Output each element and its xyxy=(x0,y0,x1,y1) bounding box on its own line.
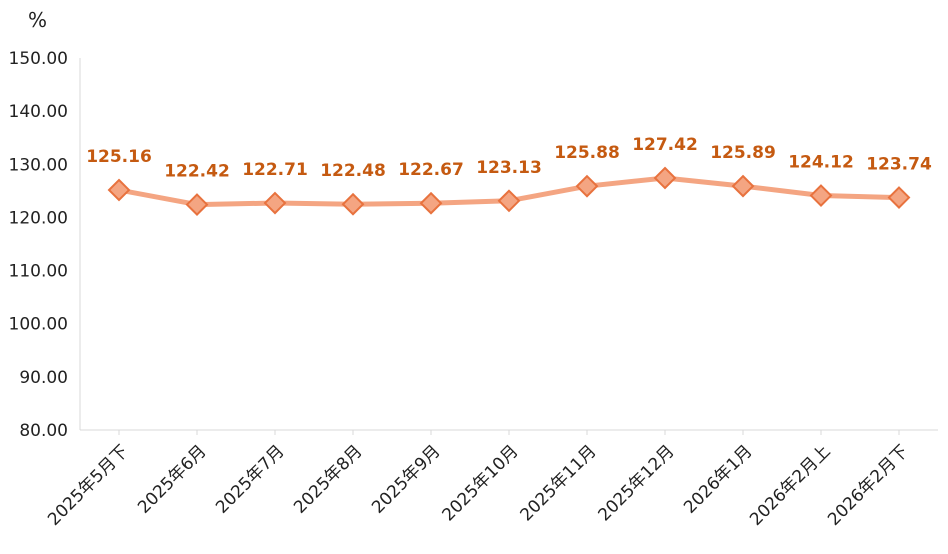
data-label: 125.88 xyxy=(554,143,620,163)
x-tick-label: 2025年9月 xyxy=(368,441,444,517)
data-label: 122.71 xyxy=(242,160,308,180)
y-tick-label: 90.00 xyxy=(19,368,68,388)
x-tick-label: 2025年8月 xyxy=(290,441,366,517)
x-tick-label: 2025年12月 xyxy=(594,441,678,525)
data-label: 127.42 xyxy=(632,135,698,155)
y-tick-label: 120.00 xyxy=(9,208,68,228)
data-point-marker xyxy=(497,189,521,213)
x-tick-label: 2025年11月 xyxy=(516,441,600,525)
data-point-marker xyxy=(185,193,209,216)
data-label: 122.42 xyxy=(164,162,230,182)
data-point-marker xyxy=(107,178,131,202)
data-label: 125.16 xyxy=(86,147,152,167)
y-tick-label: 100.00 xyxy=(9,315,68,335)
x-tick-label: 2025年10月 xyxy=(438,441,522,525)
y-tick-label: 130.00 xyxy=(9,155,68,175)
y-tick-label: 140.00 xyxy=(9,102,68,122)
y-tick-label: 150.00 xyxy=(9,49,68,69)
x-tick-label: 2025年6月 xyxy=(134,441,210,517)
y-axis-unit-label: % xyxy=(28,8,48,32)
data-point-marker xyxy=(341,192,365,216)
x-tick-label: 2026年1月 xyxy=(680,441,756,517)
data-point-marker xyxy=(653,166,677,190)
x-tick-label: 2025年7月 xyxy=(212,441,288,517)
data-label: 125.89 xyxy=(710,143,776,163)
x-tick-label: 2026年2月下 xyxy=(824,441,912,529)
data-point-marker xyxy=(809,184,833,207)
data-label: 123.74 xyxy=(866,155,932,175)
data-label: 122.48 xyxy=(320,161,386,181)
x-tick-label: 2026年2月上 xyxy=(746,441,834,529)
data-label: 122.67 xyxy=(398,160,464,180)
data-point-marker xyxy=(731,174,755,198)
x-tick-label: 2025年5月下 xyxy=(44,441,132,529)
data-point-marker xyxy=(263,191,287,215)
data-point-marker xyxy=(887,186,911,209)
data-label: 123.13 xyxy=(476,158,542,178)
data-point-marker xyxy=(575,174,599,198)
y-tick-label: 80.00 xyxy=(19,421,68,441)
y-tick-label: 110.00 xyxy=(9,262,68,282)
data-label: 124.12 xyxy=(788,153,854,173)
data-point-marker xyxy=(419,191,443,215)
